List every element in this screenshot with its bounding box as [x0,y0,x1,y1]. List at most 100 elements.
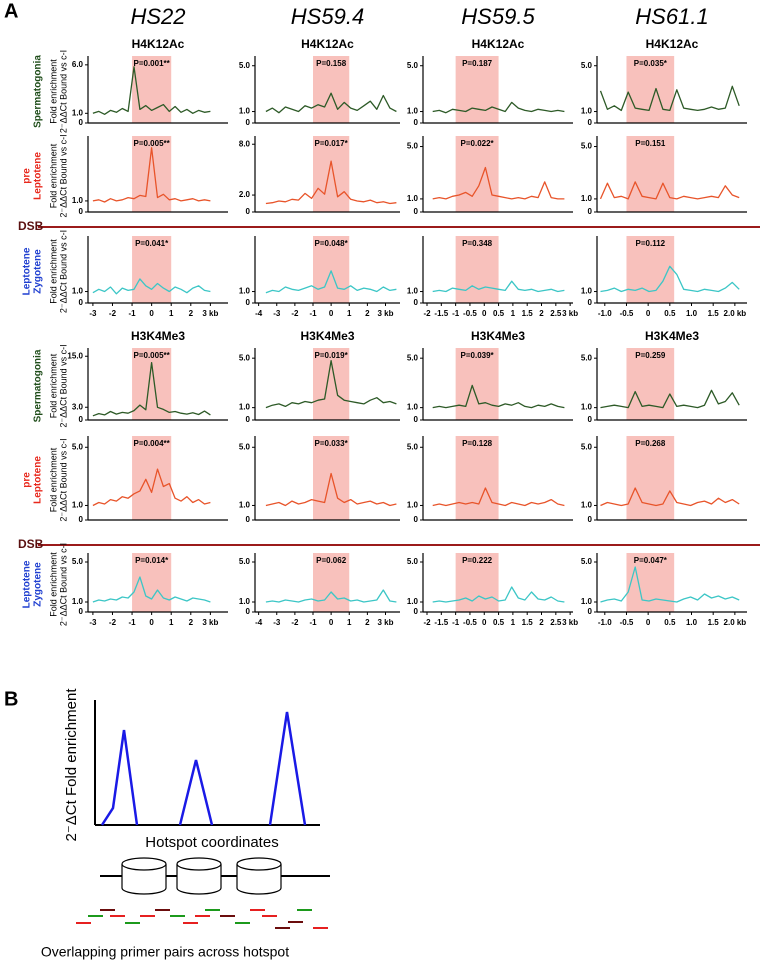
x-tick-label: 2 [189,618,194,627]
y-tick-label: 1.0 [407,597,419,606]
data-line [265,270,397,294]
x-tick-label: 2.5 [550,309,562,318]
data-line [600,487,740,507]
y-tick-label: 1.0 [581,403,593,412]
caption: Overlapping primer pairs across hotspot [41,944,289,960]
y-tick-label: 0 [588,415,593,424]
p-value: P=0.017* [315,139,349,148]
chart-title: H3K4Me3 [131,329,185,343]
data-line [265,472,397,507]
y-axis-label: Fold enrichment [48,353,58,418]
y-axis-label: 2⁻ΔCt Fold enrichment [63,688,80,842]
x-tick-label: -2 [109,309,117,318]
x-tick-label: 0 [329,309,334,318]
x-tick-label: -0.5 [463,309,477,318]
y-tick-label: 0 [588,207,593,216]
x-tick-label: 1 [511,309,516,318]
y-axis-label: 2⁻ΔΔCt Bound vs c-I [58,230,68,313]
y-tick-label: 6.0 [72,60,84,69]
x-tick-label: -1 [128,309,136,318]
x-tick-label: -3 [89,309,97,318]
y-tick-label: 0 [79,607,84,616]
y-axis-label: 2⁻ΔΔCt Bound vs c-I [58,50,68,133]
column-header: HS22 [130,4,185,29]
x-axis-label: Hotspot coordinates [145,834,278,851]
data-line [432,280,565,293]
nucleosome [236,864,282,895]
x-tick-label: 0 [149,309,154,318]
x-tick-label: 1.0 [686,618,698,627]
y-tick-label: 1.0 [239,501,251,510]
x-tick-label: 0 [149,618,154,627]
data-line [432,384,565,409]
y-tick-label: 0 [79,415,84,424]
y-axis-label: 2⁻ΔΔCt Bound vs c-I [58,543,68,626]
y-tick-label: 1.0 [72,501,84,510]
highlight-region [132,553,172,612]
data-line [92,147,211,203]
y-tick-label: 5.0 [72,442,84,451]
y-tick-label: 5.0 [72,557,84,566]
x-tick-label: 0 [329,618,334,627]
row-label: pre [22,472,33,488]
row-label: Leptotene [22,247,33,295]
x-tick-label: -1 [309,309,317,318]
x-tick-label: -2 [423,309,431,318]
y-tick-label: 1.0 [239,597,251,606]
highlight-region [132,348,172,420]
primers [76,909,328,929]
x-tick-label: 2 [365,618,370,627]
p-value: P=0.005** [134,139,171,148]
highlight-region [455,136,499,212]
data-line [432,487,565,507]
chart-title: H4K12Ac [472,37,525,51]
highlight-region [313,348,350,420]
row-label: Zygotene [33,249,44,294]
y-tick-label: 0 [246,515,251,524]
column-header: HS59.4 [291,4,364,29]
nucleosome [176,864,222,895]
data-line [92,468,211,507]
nucleosome [121,857,167,871]
row-label: pre [22,168,33,184]
data-line [92,66,211,115]
x-tick-label: 0 [646,618,651,627]
highlight-region [626,136,675,212]
y-tick-label: 1.0 [581,287,593,296]
nucleosome [121,864,167,895]
row-label: Zygotene [33,562,44,607]
x-tick-label: -1.5 [434,618,448,627]
x-tick-label: 3 kb [377,309,393,318]
data-line [265,360,397,409]
data-line [92,361,211,417]
column-header: HS59.5 [461,4,535,29]
x-tick-label: -1.5 [434,309,448,318]
p-value: P=0.268 [635,439,666,448]
p-value: P=0.047* [634,556,668,565]
y-tick-label: 1.0 [72,597,84,606]
highlight-region [455,436,499,520]
highlight-region [313,56,350,123]
y-tick-label: 1.0 [239,107,251,116]
x-tick-label: -3 [273,618,281,627]
nucleosome [236,857,282,871]
x-tick-label: -2 [291,309,299,318]
y-axis-label: Fold enrichment [48,59,58,124]
data-line [600,566,740,603]
y-tick-label: 5.0 [581,353,593,362]
highlight-region [313,436,350,520]
y-tick-label: 0 [246,118,251,127]
y-tick-label: 2.0 [239,190,251,199]
p-value: P=0.348 [462,239,493,248]
data-line [599,85,740,112]
x-tick-label: 1 [347,309,352,318]
column-header: HS61.1 [635,4,708,29]
data-line [265,589,397,603]
row-label: Spermatogonia [33,55,44,128]
highlight-region [455,553,499,612]
x-tick-label: -0.5 [620,309,634,318]
data-line [600,389,740,409]
x-tick-label: 0.5 [664,309,676,318]
x-tick-label: -0.5 [620,618,634,627]
y-axis-label: 2⁻ΔΔCt Bound vs c-I [58,438,68,521]
